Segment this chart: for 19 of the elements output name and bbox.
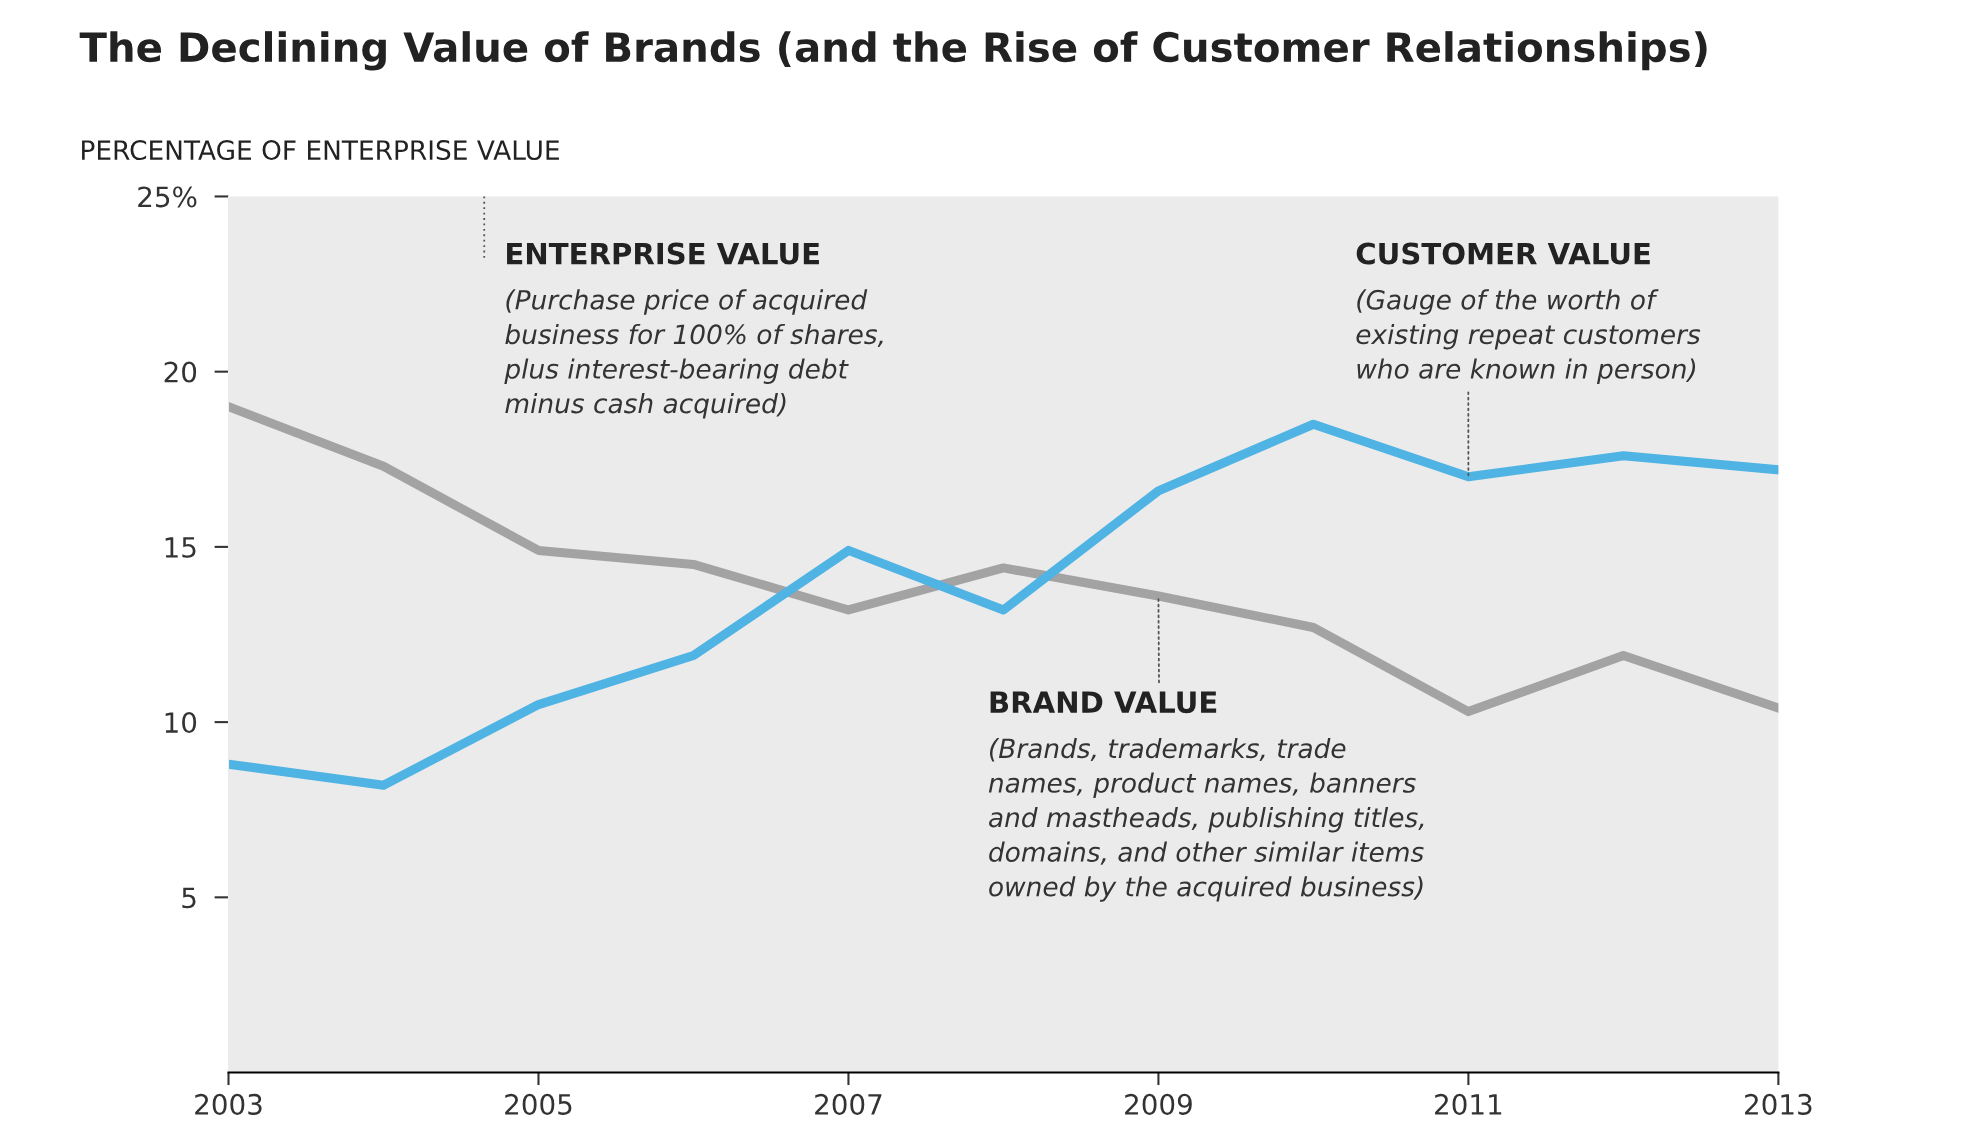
annotation: BRAND VALUE bbox=[990, 691, 1217, 714]
x-tick-label: 2007 bbox=[815, 1093, 882, 1115]
annotation: (Gauge of the worth of existing repeat customers who are known in person) bbox=[1356, 289, 1701, 384]
y-tick-label: 10 bbox=[165, 712, 197, 734]
x-tick-label: 2009 bbox=[1125, 1093, 1192, 1115]
y-axis-title: PERCENTAGE OF ENTERPRISE VALUE bbox=[82, 140, 559, 161]
x-tick-label: 2013 bbox=[1745, 1093, 1812, 1115]
x-tick-label: 2005 bbox=[505, 1093, 572, 1115]
y-tick-label: 25% bbox=[138, 186, 197, 208]
x-tick-label: 2011 bbox=[1435, 1093, 1502, 1115]
annotation: (Purchase price of acquired business for 100% of shares, plus interest-bearing debt minus cash acquired) bbox=[504, 289, 883, 419]
y-tick-label: 20 bbox=[164, 361, 197, 383]
annotation: ENTERPRISE VALUE bbox=[507, 242, 819, 265]
y-tick-label: 5 bbox=[182, 887, 196, 909]
x-tick-label: 2003 bbox=[195, 1093, 262, 1115]
annotation: CUSTOMER VALUE bbox=[1356, 242, 1650, 265]
y-tick-label: 15 bbox=[165, 537, 196, 558]
chart-title: The Declining Value of Brands (and the Rise of Customer Relationships) bbox=[79, 31, 1707, 71]
annotation: (Brands, trademarks, trade names, product names, banners and mastheads, publishing titles, domains, and other similar items owned by the acquired business) bbox=[988, 737, 1424, 902]
